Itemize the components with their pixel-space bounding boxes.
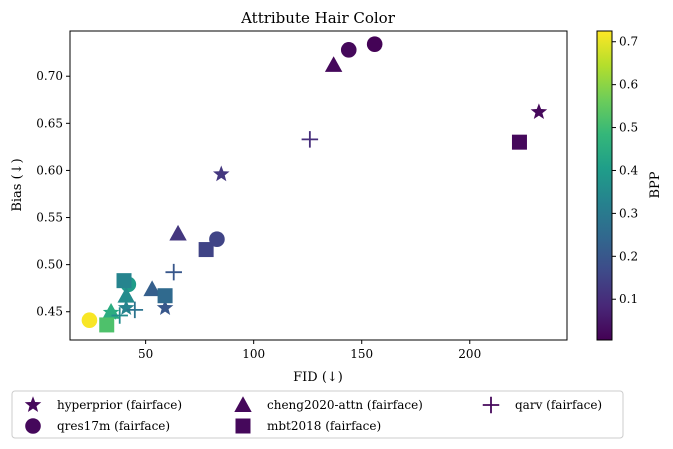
legend-box (11, 390, 624, 439)
colorbar-tick-label: 0.1 (619, 292, 638, 306)
data-point-square-5 (99, 317, 115, 333)
data-point-square-1 (511, 134, 527, 150)
legend-marker-triangle (234, 396, 252, 412)
colorbar-tick-label: 0.4 (619, 163, 638, 177)
data-point-star-4 (117, 299, 135, 316)
data-point-plus-3 (126, 301, 144, 319)
y-axis-label: Bias (↓) (10, 158, 25, 211)
colorbar-tick-label: 0.7 (619, 35, 638, 49)
legend: hyperprior (fairface) qres17m (fairface) c… (11, 390, 624, 439)
data-point-plus-2 (165, 263, 182, 281)
legend-marker-star (24, 396, 42, 413)
colorbar-label: BPP (648, 171, 663, 198)
legend-label: cheng2020-attn (fairface) (267, 398, 423, 412)
colorbar-gradient (596, 30, 613, 341)
legend-label: mbt2018 (fairface) (267, 419, 381, 433)
x-tick-label: 150 (350, 347, 373, 361)
x-tick-label: 50 (138, 347, 153, 361)
data-point-square-4 (116, 273, 132, 289)
legend-label: qres17m (fairface) (57, 419, 170, 433)
data-point-triangle-2 (169, 224, 187, 241)
y-tick-label: 0.65 (36, 116, 63, 130)
data-point-circle-1 (366, 36, 383, 52)
plot-frame (69, 30, 568, 341)
data-point-circle-2 (340, 42, 357, 58)
colorbar-tick-label: 0.3 (619, 206, 638, 220)
colorbar-tick-label: 0.2 (619, 249, 638, 263)
data-point-plus-1 (301, 131, 319, 148)
data-point-circle-5 (81, 312, 98, 329)
legend-marker-circle (25, 418, 41, 434)
x-tick-label: 100 (242, 347, 265, 361)
legend-marker-plus (482, 396, 500, 414)
x-axis-label: FID (↓) (293, 370, 343, 385)
data-point-star-3 (156, 299, 174, 316)
data-point-star-1 (530, 103, 548, 120)
y-tick-label: 0.50 (36, 258, 63, 272)
chart-title: Attribute Hair Color (240, 9, 396, 27)
data-point-triangle-3 (143, 280, 161, 297)
data-point-star-2 (212, 165, 230, 182)
y-tick-label: 0.70 (36, 69, 63, 83)
y-tick-label: 0.45 (36, 305, 63, 319)
y-tick-label: 0.55 (36, 211, 63, 225)
x-tick-label: 200 (458, 347, 481, 361)
colorbar-tick-label: 0.6 (619, 78, 638, 92)
data-point-square-3 (157, 288, 173, 304)
y-tick-label: 0.60 (36, 163, 63, 177)
legend-label: qarv (fairface) (515, 398, 602, 412)
colorbar-tick-label: 0.5 (619, 121, 638, 135)
data-point-square-2 (198, 242, 214, 258)
legend-marker-square (235, 418, 251, 434)
data-point-triangle-4 (117, 287, 135, 303)
legend-label: hyperprior (fairface) (57, 398, 182, 412)
plot-area: 50 100 150 200 0.45 0.50 0.55 0.60 0.65 0.70 (36, 30, 568, 361)
colorbar: 0.1 0.2 0.3 0.4 0.5 0.6 0.7 (596, 30, 638, 341)
data-point-plus-4 (111, 307, 128, 324)
data-point-triangle-1 (324, 56, 343, 72)
